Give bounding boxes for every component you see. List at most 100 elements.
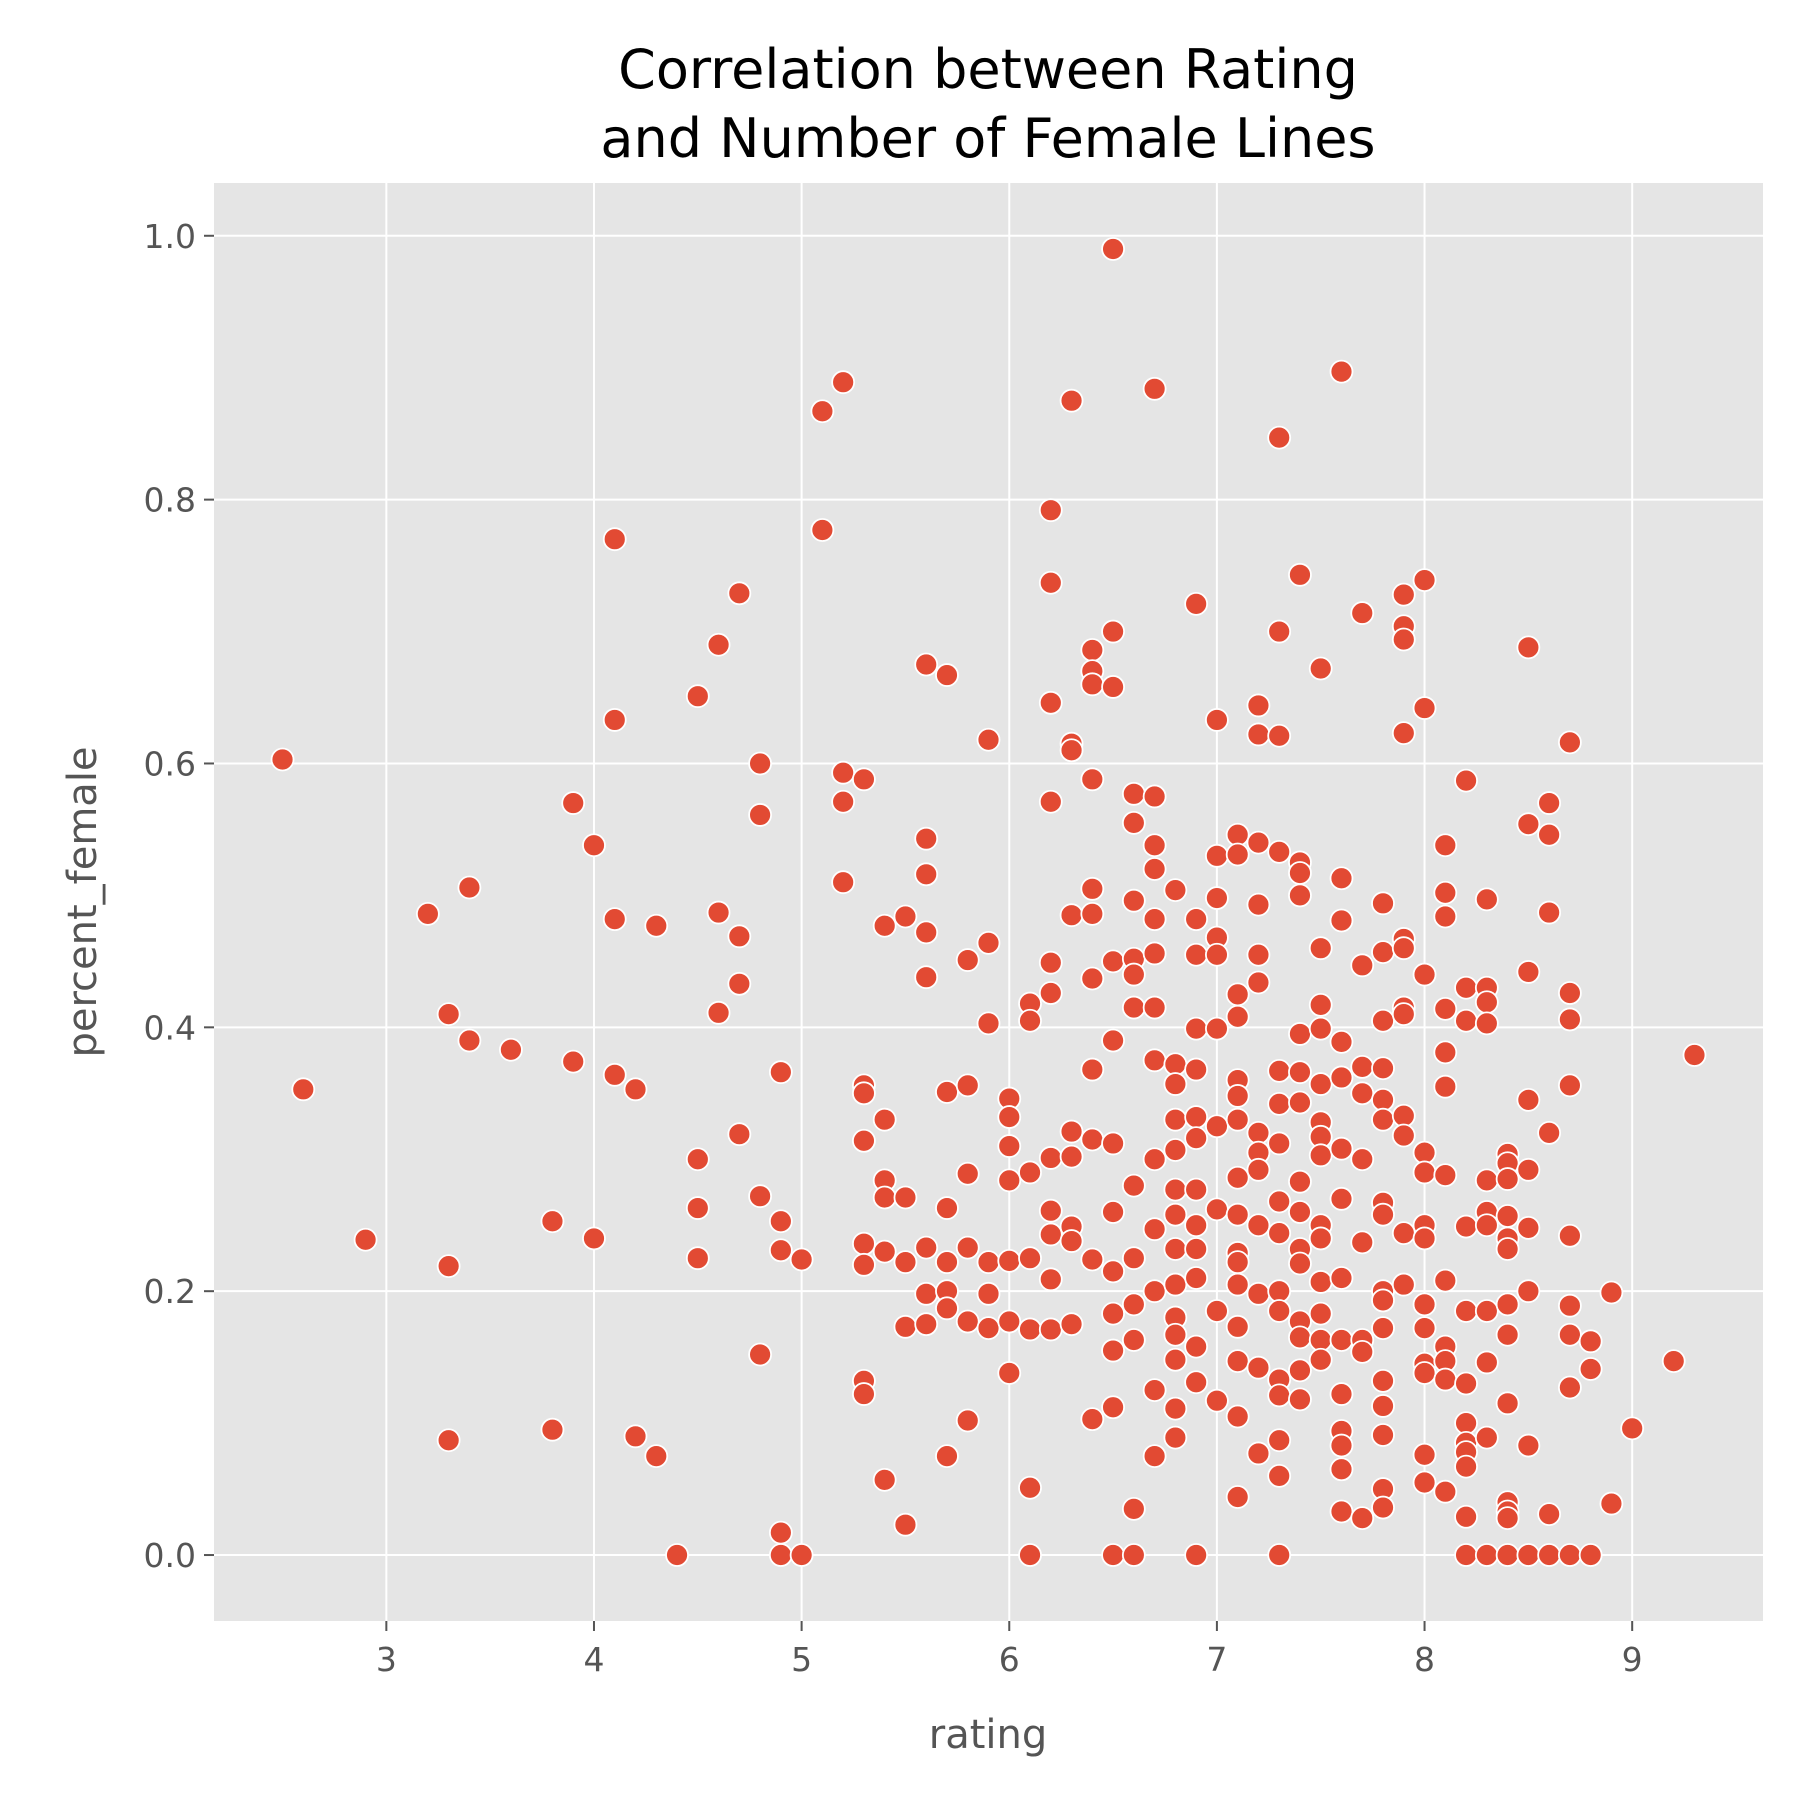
y-tick-label: 1.0 (144, 217, 196, 256)
scatter-point (706, 1000, 731, 1025)
scatter-point (1184, 1237, 1209, 1261)
scatter-point (415, 901, 440, 926)
scatter-point (1537, 791, 1562, 815)
scatter-point (1163, 1072, 1188, 1096)
scatter-point (1308, 1072, 1333, 1096)
scatter-point (561, 1049, 586, 1074)
scatter-point (852, 1252, 876, 1277)
scatter-point (1329, 1186, 1354, 1211)
scatter-point (1267, 723, 1292, 748)
scatter-point (1391, 1123, 1416, 1148)
scatter-point (1267, 1299, 1292, 1323)
scatter-point (1350, 953, 1375, 978)
scatter-point (1018, 1317, 1042, 1342)
scatter-point (1474, 1011, 1499, 1036)
scatter-point (914, 652, 939, 677)
scatter-point (1225, 1314, 1250, 1339)
scatter-point (872, 1107, 897, 1132)
scatter-point (1474, 1168, 1499, 1193)
scatter-point (1142, 1048, 1167, 1073)
scatter-point (1516, 1433, 1541, 1458)
scatter-point (1350, 1081, 1375, 1106)
scatter-point (1184, 1057, 1209, 1082)
scatter-point (353, 1227, 378, 1252)
scatter-point (582, 833, 606, 858)
scatter-point (1433, 1040, 1458, 1065)
scatter-point (1412, 696, 1437, 720)
scatter-point (1080, 966, 1105, 991)
scatter-point (1018, 1475, 1042, 1500)
scatter-point (1121, 810, 1146, 835)
scatter-point (1246, 693, 1271, 718)
scatter-point (623, 1424, 648, 1449)
scatter-point (1267, 1383, 1292, 1408)
scatter-point (1142, 1279, 1167, 1304)
scatter-point (1225, 842, 1250, 867)
scatter-point (1059, 1144, 1084, 1169)
scatter-point (914, 920, 939, 945)
scatter-point (1246, 1281, 1271, 1306)
chart-title-line-1: Correlation between Rating (618, 38, 1358, 101)
scatter-point (1267, 1131, 1292, 1156)
y-tick-label: 0.0 (144, 1536, 196, 1575)
scatter-point (1454, 1543, 1478, 1567)
scatter-point (1329, 359, 1354, 384)
scatter-point (561, 791, 586, 815)
scatter-point (1121, 995, 1146, 1020)
scatter-point (1371, 940, 1395, 965)
scatter-point (1267, 1279, 1292, 1304)
scatter-point (1267, 839, 1292, 864)
scatter-point (1121, 962, 1146, 987)
scatter-point (997, 1248, 1022, 1273)
scatter-point (1288, 1387, 1312, 1412)
scatter-point (1474, 1213, 1499, 1238)
scatter-point (1308, 1226, 1333, 1251)
scatter-point (1225, 822, 1250, 847)
scatter-point (685, 1196, 710, 1220)
scatter-point (768, 1209, 793, 1234)
scatter-point (1101, 675, 1125, 699)
scatter-point (1038, 789, 1063, 814)
scatter-point (1433, 904, 1458, 929)
scatter-point (1288, 861, 1312, 885)
scatter-point (1246, 1157, 1271, 1182)
scatter-point (1433, 880, 1458, 905)
scatter-point (1142, 1378, 1167, 1403)
scatter-point (1101, 949, 1125, 974)
scatter-point (1578, 1329, 1603, 1354)
scatter-point (1371, 1107, 1395, 1132)
scatter-point (1163, 1396, 1188, 1421)
scatter-point (872, 1467, 897, 1492)
scatter-point (1412, 962, 1437, 987)
scatter-point (872, 1185, 897, 1210)
scatter-point (831, 370, 856, 395)
scatter-point (1101, 1301, 1125, 1326)
scatter-point (1101, 1200, 1125, 1224)
scatter-point (1516, 1215, 1541, 1240)
scatter-point (955, 1161, 980, 1186)
scatter-point (1163, 878, 1188, 903)
scatter-point (1329, 1499, 1354, 1524)
scatter-point (997, 1309, 1022, 1334)
scatter-point (1474, 990, 1499, 1015)
scatter-point (1121, 781, 1146, 806)
scatter-point (1495, 1237, 1520, 1261)
scatter-point (1184, 1370, 1209, 1395)
scatter-point (1267, 1428, 1292, 1453)
scatter-point (1371, 1087, 1395, 1112)
scatter-point (1308, 936, 1333, 961)
scatter-point (1371, 1423, 1395, 1447)
scatter-point (1142, 907, 1167, 932)
scatter-point (1308, 993, 1333, 1017)
scatter-point (1454, 1299, 1478, 1323)
scatter-point (1495, 1543, 1520, 1567)
scatter-point (499, 1037, 523, 1062)
scatter-point (1412, 1292, 1437, 1317)
scatter-point (1412, 1226, 1437, 1251)
scatter-point (1101, 1028, 1125, 1053)
scatter-point (1433, 1074, 1458, 1099)
scatter-point (1537, 1120, 1562, 1145)
scatter-point (893, 904, 918, 929)
scatter-point (436, 1002, 461, 1027)
scatter-point (1184, 1334, 1209, 1359)
